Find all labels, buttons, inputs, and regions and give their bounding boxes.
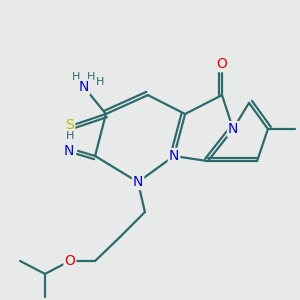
Text: N: N — [228, 122, 238, 136]
Text: H: H — [72, 72, 81, 82]
Text: H: H — [95, 77, 104, 88]
Text: N: N — [169, 149, 179, 163]
Text: H: H — [65, 131, 74, 141]
Text: N: N — [64, 144, 74, 158]
Text: O: O — [217, 57, 227, 71]
Text: H: H — [87, 72, 96, 82]
Text: N: N — [79, 80, 89, 94]
Text: O: O — [64, 254, 75, 268]
Text: S: S — [65, 118, 74, 132]
Text: N: N — [133, 175, 143, 189]
